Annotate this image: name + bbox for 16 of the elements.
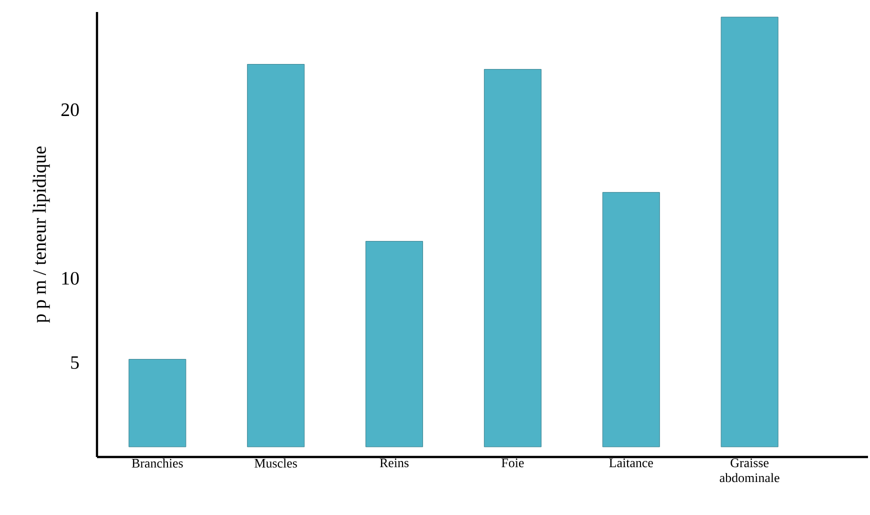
- x-tick-label: Branchies: [132, 458, 183, 468]
- y-axis-title: p p m / teneur lipidique: [32, 146, 50, 323]
- x-tick-label: Graisse abdominale: [720, 458, 780, 482]
- bar: [720, 16, 778, 448]
- bar: [602, 192, 660, 448]
- x-tick-label: Muscles: [254, 458, 297, 468]
- bar: [484, 69, 542, 448]
- y-tick-label: 10: [62, 272, 79, 285]
- y-tick-label: 20: [61, 103, 79, 116]
- x-tick-label: Reins: [380, 458, 409, 468]
- x-tick-label: Foie: [502, 458, 524, 468]
- bar: [247, 64, 305, 448]
- bar: [128, 358, 186, 448]
- y-tick-label: 5: [71, 356, 79, 369]
- bar: [366, 240, 424, 448]
- x-tick-label: Laitance: [609, 458, 653, 468]
